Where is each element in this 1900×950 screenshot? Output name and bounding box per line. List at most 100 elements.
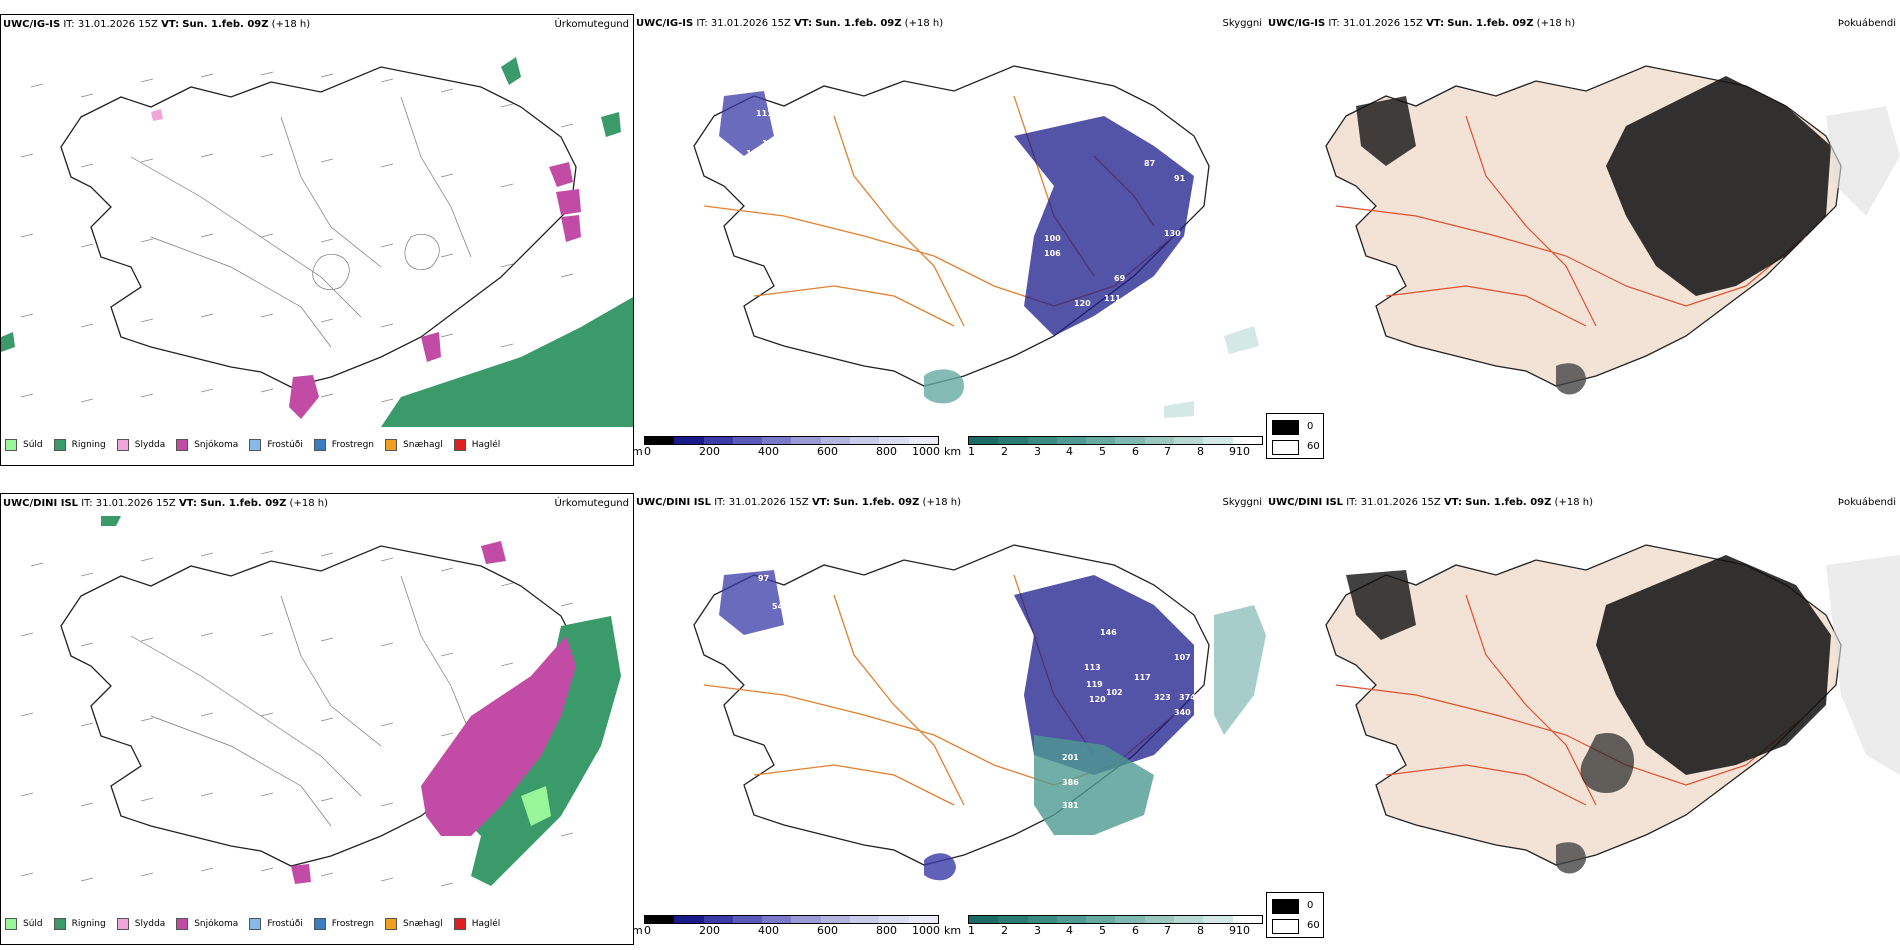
vis-value-label: 100 xyxy=(1044,234,1061,243)
product-title: Þokuábendi xyxy=(1837,18,1896,29)
vis-value-label: 97 xyxy=(758,574,769,583)
visibility-tick: 5 xyxy=(1099,445,1106,458)
vis-value-label: 85 xyxy=(1104,325,1116,334)
visibility-unit: km xyxy=(944,924,962,937)
cloudbase-tick: 800 xyxy=(876,924,897,937)
legend-item: Slydda xyxy=(116,918,165,930)
product-title: Skyggni xyxy=(1222,18,1262,29)
visibility-tick: 6 xyxy=(1132,924,1139,937)
visibility-panel-row2: UWC/DINI ISL IT: 31.01.2026 15Z VT: Sun.… xyxy=(634,493,1266,945)
panel-header: UWC/IG-IS IT: 31.01.2026 15Z VT: Sun. 1.… xyxy=(3,19,311,30)
cloudbase-tick: 0 xyxy=(644,445,651,458)
legend-swatch xyxy=(249,439,262,451)
legend-item: Snjókoma xyxy=(176,918,238,930)
fog-swatch xyxy=(1272,420,1299,435)
legend-item: Rigning xyxy=(53,439,106,451)
cloudbase-colorbar xyxy=(644,436,939,445)
visibility-scale-row2: km 1 2 3 4 5 6 7 8 9 10 xyxy=(944,915,1263,938)
legend-item: Frostúði xyxy=(249,918,303,930)
fog-legend-label: 60 xyxy=(1307,920,1320,931)
visibility-tick: 1 xyxy=(968,924,975,937)
vis-value-label: 69 xyxy=(1114,274,1126,283)
cloudbase-tick: 800 xyxy=(876,445,897,458)
vis-value-label: 117 xyxy=(1134,673,1151,682)
cloudbase-tick: 1000 xyxy=(912,445,940,458)
cloudbase-tick: 400 xyxy=(758,924,779,937)
visibility-map-row2: 113 119 120 102 117 323 374 340 201 386 … xyxy=(693,544,1266,890)
cloudbase-tick: 0 xyxy=(644,924,651,937)
legend-swatch xyxy=(5,439,17,451)
visibility-tick: 6 xyxy=(1132,445,1139,458)
legend-swatch xyxy=(176,918,189,930)
fog-legend-row1: 0 60 xyxy=(1266,413,1324,459)
precip-map-row1 xyxy=(1,57,633,427)
legend-item: Súld xyxy=(5,918,43,930)
legend-item: Snjókoma xyxy=(176,439,238,451)
vis-value-label: 24 xyxy=(780,636,792,645)
vis-value-label: 146 xyxy=(1100,628,1117,637)
visibility-labels: 120 111 85 69 87 91 130 100 140 18 111 1… xyxy=(746,109,1186,416)
cloudbase-tick: 1000 xyxy=(912,924,940,937)
visibility-tick: 9 xyxy=(1229,924,1236,937)
visibility-panel-row1: UWC/IG-IS IT: 31.01.2026 15Z VT: Sun. 1.… xyxy=(634,14,1266,466)
legend-item: Frostregn xyxy=(313,439,374,451)
fog-legend-label: 0 xyxy=(1307,421,1314,432)
vis-value-label: 91 xyxy=(1174,174,1186,183)
fog-legend-label: 0 xyxy=(1307,900,1314,911)
visibility-tick: 9 xyxy=(1229,445,1236,458)
legend-item: Slydda xyxy=(116,439,165,451)
legend-swatch xyxy=(385,918,398,930)
vis-value-label: 248 xyxy=(940,407,957,416)
cloudbase-tick: 200 xyxy=(699,445,720,458)
legend-swatch xyxy=(5,918,17,930)
fog-swatch xyxy=(1272,440,1299,455)
panel-header: UWC/IG-IS IT: 31.01.2026 15Z VT: Sun. 1.… xyxy=(1268,18,1576,29)
fog-map-row1 xyxy=(1325,65,1900,395)
visibility-tick: 3 xyxy=(1034,445,1041,458)
panel-header: UWC/IG-IS IT: 31.01.2026 15Z VT: Sun. 1.… xyxy=(636,18,944,29)
precip-legend: Súld Rigning Slydda Snjókoma Frostúði Fr… xyxy=(5,439,512,451)
legend-item: Haglél xyxy=(453,439,500,451)
visibility-scale-row1: km 1 2 3 4 5 6 7 8 9 10 xyxy=(944,436,1263,459)
precip-legend: Súld Rigning Slydda Snjókoma Frostúði Fr… xyxy=(5,918,512,930)
fog-map-row2 xyxy=(1325,544,1900,874)
visibility-tick: 3 xyxy=(1034,924,1041,937)
visibility-tick: 10 xyxy=(1236,924,1250,937)
legend-swatch xyxy=(385,439,398,451)
visibility-tick: 10 xyxy=(1236,445,1250,458)
fog-swatch xyxy=(1272,919,1299,934)
vis-value-label: 386 xyxy=(1062,778,1079,787)
vis-value-label: 54 xyxy=(772,602,784,611)
visibility-tick: 4 xyxy=(1066,445,1073,458)
vis-value-label: 201 xyxy=(1062,753,1079,762)
vis-value-label: 18 xyxy=(762,139,774,148)
fog-legend-row2: 0 60 xyxy=(1266,892,1324,938)
cloudbase-tick: 200 xyxy=(699,924,720,937)
precip-panel-row2: UWC/DINI ISL IT: 31.01.2026 15Z VT: Sun.… xyxy=(0,493,634,945)
cloudbase-scale-row1: m 0 200 400 600 800 1000 xyxy=(632,436,940,459)
legend-swatch xyxy=(116,918,129,930)
vis-value-label: 111 xyxy=(756,109,773,118)
visibility-colorbar xyxy=(968,436,1263,445)
legend-swatch xyxy=(313,918,326,930)
cloudbase-colorbar xyxy=(644,915,939,924)
vis-value-label: 120 xyxy=(1089,695,1106,704)
legend-swatch xyxy=(313,439,326,451)
vis-value-label: 120 xyxy=(1074,299,1091,308)
vis-value-label: 87 xyxy=(1144,159,1155,168)
visibility-tick: 7 xyxy=(1164,445,1171,458)
cloudbase-unit: m xyxy=(632,924,643,937)
legend-item: Frostregn xyxy=(313,918,374,930)
legend-item: Snæhagl xyxy=(385,439,443,451)
visibility-labels: 113 119 120 102 117 323 374 340 201 386 … xyxy=(758,574,1196,890)
visibility-tick: 2 xyxy=(1001,445,1008,458)
visibility-tick: 4 xyxy=(1066,924,1073,937)
fog-panel-row1: UWC/IG-IS IT: 31.01.2026 15Z VT: Sun. 1.… xyxy=(1266,14,1900,466)
legend-swatch xyxy=(249,918,262,930)
fog-swatch xyxy=(1272,899,1299,914)
visibility-unit: km xyxy=(944,445,962,458)
vis-value-label: 111 xyxy=(1104,294,1121,303)
legend-item: Haglél xyxy=(453,918,500,930)
cloudbase-tick: 600 xyxy=(817,445,838,458)
legend-item: Súld xyxy=(5,439,43,451)
